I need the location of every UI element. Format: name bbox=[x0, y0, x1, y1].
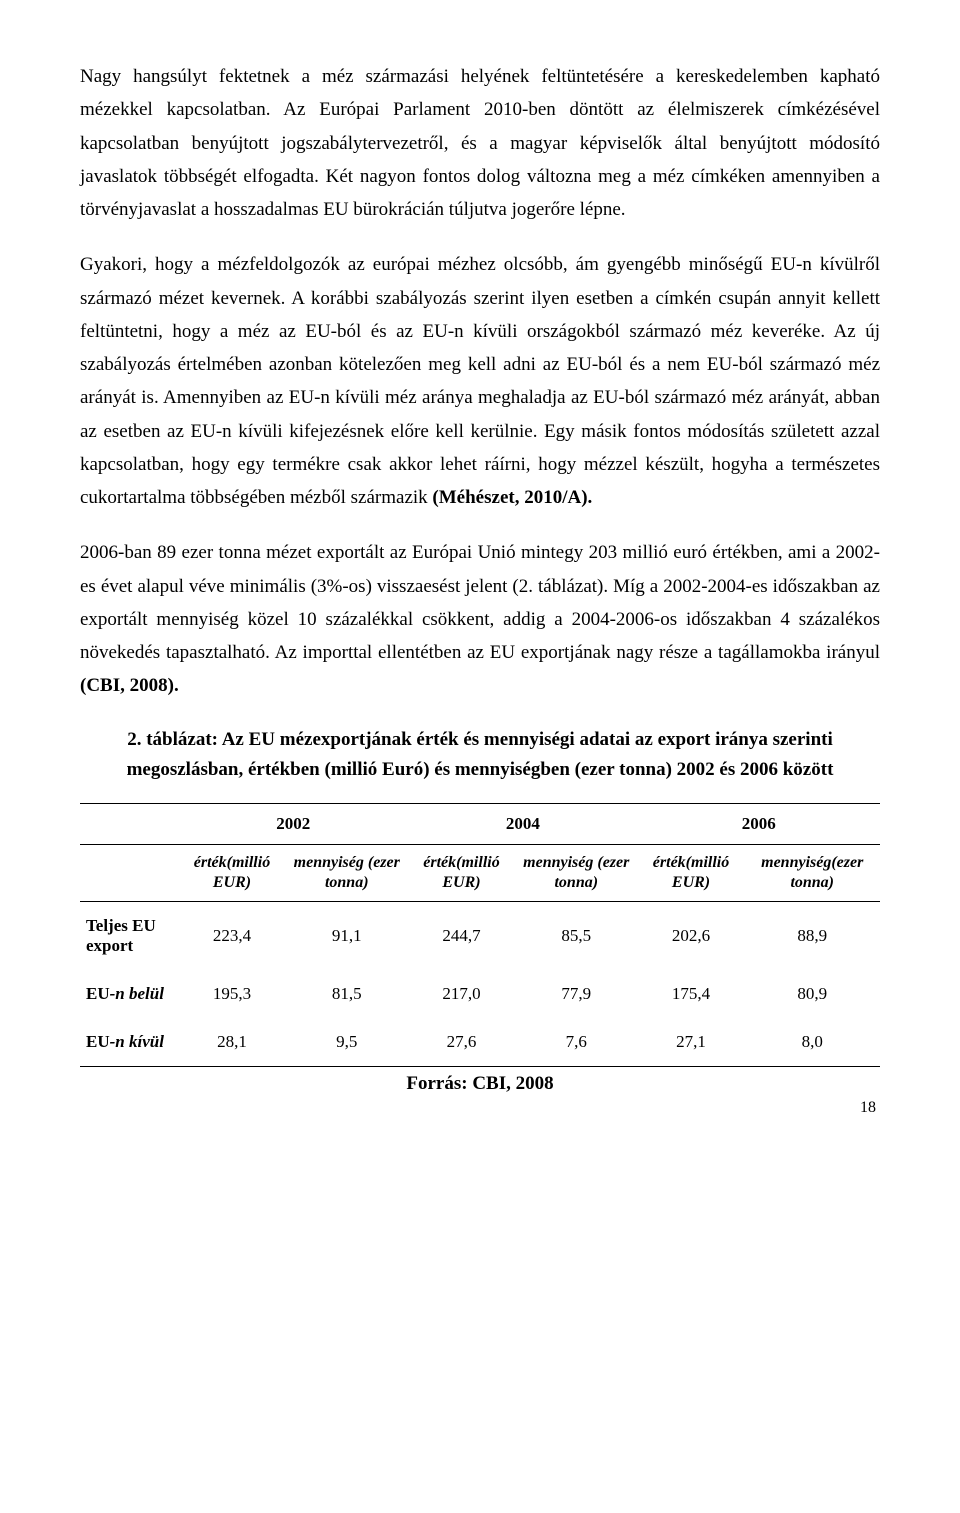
table-row: EU-n kívül 28,1 9,5 27,6 7,6 27,1 8,0 bbox=[80, 1018, 880, 1067]
paragraph-1-text: Nagy hangsúlyt fektetnek a méz származás… bbox=[80, 66, 880, 220]
cell: 91,1 bbox=[285, 902, 408, 971]
subheader-blank bbox=[80, 845, 179, 902]
subheader-value-3: érték(millió EUR) bbox=[638, 845, 745, 902]
subheader-qty-2: mennyiség (ezer tonna) bbox=[515, 845, 638, 902]
table-title: 2. táblázat: Az EU mézexportjának érték … bbox=[80, 725, 880, 786]
cell: 175,4 bbox=[638, 970, 745, 1018]
paragraph-2-ref: (Méhészet, 2010/A). bbox=[432, 487, 592, 508]
cell: 27,6 bbox=[408, 1018, 515, 1067]
table-source: Forrás: CBI, 2008 bbox=[80, 1073, 880, 1095]
table-subheader-row: érték(millió EUR) mennyiség (ezer tonna)… bbox=[80, 845, 880, 902]
cell: 85,5 bbox=[515, 902, 638, 971]
cell: 7,6 bbox=[515, 1018, 638, 1067]
cell: 217,0 bbox=[408, 970, 515, 1018]
subheader-value-1: érték(millió EUR) bbox=[179, 845, 286, 902]
table-year-row: 2002 2004 2006 bbox=[80, 804, 880, 845]
export-table: 2002 2004 2006 érték(millió EUR) mennyis… bbox=[80, 803, 880, 1067]
year-2004: 2004 bbox=[408, 804, 638, 845]
cell: 223,4 bbox=[179, 902, 286, 971]
cell: 9,5 bbox=[285, 1018, 408, 1067]
cell: 28,1 bbox=[179, 1018, 286, 1067]
paragraph-3-text: 2006-ban 89 ezer tonna mézet exportált a… bbox=[80, 542, 880, 663]
row-label-total-text: Teljes EU export bbox=[86, 916, 156, 955]
year-2006: 2006 bbox=[638, 804, 880, 845]
cell: 88,9 bbox=[744, 902, 880, 971]
paragraph-2: Gyakori, hogy a mézfeldolgozók az európa… bbox=[80, 248, 880, 514]
table-row: EU-n belül 195,3 81,5 217,0 77,9 175,4 8… bbox=[80, 970, 880, 1018]
cell: 80,9 bbox=[744, 970, 880, 1018]
page: Nagy hangsúlyt fektetnek a méz származás… bbox=[0, 0, 960, 1157]
page-number: 18 bbox=[80, 1099, 880, 1117]
paragraph-3-ref: (CBI, 2008). bbox=[80, 675, 179, 696]
cell: 8,0 bbox=[744, 1018, 880, 1067]
paragraph-1: Nagy hangsúlyt fektetnek a méz származás… bbox=[80, 60, 880, 226]
cell: 77,9 bbox=[515, 970, 638, 1018]
subheader-qty-1: mennyiség (ezer tonna) bbox=[285, 845, 408, 902]
cell: 202,6 bbox=[638, 902, 745, 971]
cell: 195,3 bbox=[179, 970, 286, 1018]
cell: 244,7 bbox=[408, 902, 515, 971]
paragraph-2-text: Gyakori, hogy a mézfeldolgozók az európa… bbox=[80, 254, 880, 508]
row-label-outside: EU-n kívül bbox=[80, 1018, 179, 1067]
row-label-total: Teljes EU export bbox=[80, 902, 179, 971]
year-2002: 2002 bbox=[179, 804, 409, 845]
table-corner bbox=[80, 804, 179, 845]
cell: 81,5 bbox=[285, 970, 408, 1018]
table-row: Teljes EU export 223,4 91,1 244,7 85,5 2… bbox=[80, 902, 880, 971]
subheader-qty-3: mennyiség(ezer tonna) bbox=[744, 845, 880, 902]
row-label-inside: EU-n belül bbox=[80, 970, 179, 1018]
paragraph-3: 2006-ban 89 ezer tonna mézet exportált a… bbox=[80, 536, 880, 702]
subheader-value-2: érték(millió EUR) bbox=[408, 845, 515, 902]
cell: 27,1 bbox=[638, 1018, 745, 1067]
